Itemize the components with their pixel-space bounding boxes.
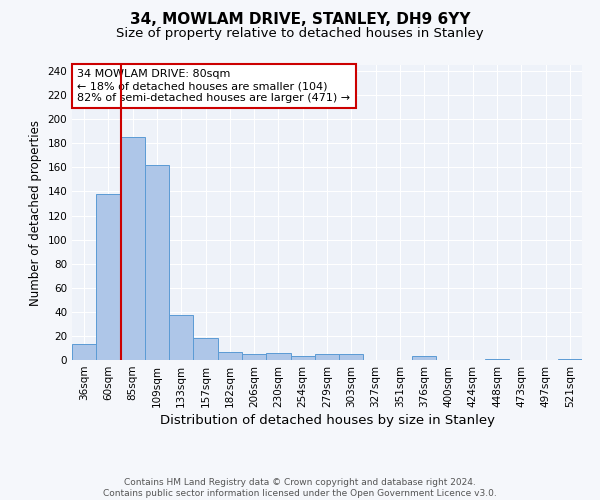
Bar	[218, 352, 242, 360]
Text: 34 MOWLAM DRIVE: 80sqm
← 18% of detached houses are smaller (104)
82% of semi-de: 34 MOWLAM DRIVE: 80sqm ← 18% of detached…	[77, 70, 350, 102]
Bar	[266, 353, 290, 360]
Bar	[315, 354, 339, 360]
Bar	[290, 356, 315, 360]
Bar	[412, 356, 436, 360]
Bar	[193, 338, 218, 360]
Text: 34, MOWLAM DRIVE, STANLEY, DH9 6YY: 34, MOWLAM DRIVE, STANLEY, DH9 6YY	[130, 12, 470, 28]
Bar	[96, 194, 121, 360]
Bar	[169, 316, 193, 360]
Text: Size of property relative to detached houses in Stanley: Size of property relative to detached ho…	[116, 28, 484, 40]
Y-axis label: Number of detached properties: Number of detached properties	[29, 120, 42, 306]
Bar	[558, 359, 582, 360]
Bar	[339, 354, 364, 360]
Bar	[145, 165, 169, 360]
Bar	[242, 354, 266, 360]
Bar	[485, 359, 509, 360]
Text: Contains HM Land Registry data © Crown copyright and database right 2024.
Contai: Contains HM Land Registry data © Crown c…	[103, 478, 497, 498]
X-axis label: Distribution of detached houses by size in Stanley: Distribution of detached houses by size …	[160, 414, 494, 427]
Bar	[72, 344, 96, 360]
Bar	[121, 137, 145, 360]
